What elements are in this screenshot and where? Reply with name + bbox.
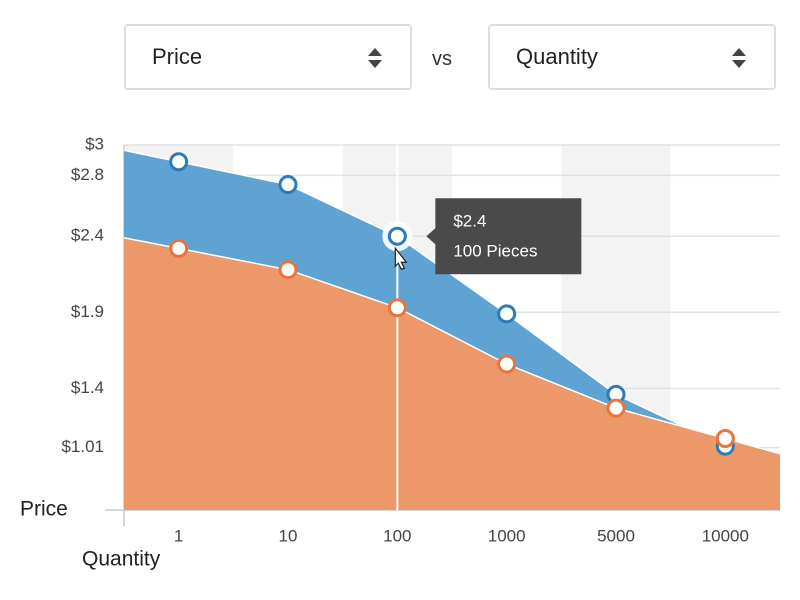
point bbox=[497, 354, 517, 374]
area bbox=[124, 237, 780, 511]
y-tick-label: $1.4 bbox=[71, 378, 104, 397]
column-stripe bbox=[561, 145, 671, 510]
point bbox=[387, 298, 407, 318]
point bbox=[606, 384, 626, 404]
y-tick-label: $3 bbox=[85, 134, 104, 153]
column-stripe bbox=[124, 145, 234, 510]
y-axis-label: Price bbox=[20, 498, 68, 521]
line bbox=[123, 149, 781, 473]
cursor bbox=[394, 246, 408, 270]
line bbox=[123, 237, 781, 455]
x-tick-label: 10 bbox=[279, 526, 298, 545]
point bbox=[606, 398, 626, 418]
tooltip-annotation: 100 Pieces bbox=[453, 242, 537, 261]
select-price[interactable]: Price bbox=[124, 24, 412, 90]
point bbox=[169, 238, 189, 258]
point bbox=[715, 436, 735, 456]
point bbox=[715, 429, 735, 449]
x-tick-label: 100 bbox=[383, 526, 411, 545]
x-tick-label: 1 bbox=[174, 526, 183, 545]
hover-halo bbox=[382, 221, 413, 252]
select-arrows bbox=[732, 48, 746, 68]
area bbox=[124, 150, 780, 510]
point bbox=[387, 226, 407, 246]
point bbox=[497, 304, 517, 324]
x-tick-label: 10000 bbox=[702, 526, 749, 545]
select-quantity[interactable]: Quantity bbox=[488, 24, 776, 90]
tooltip: $2.4 100 Pieces bbox=[426, 198, 582, 275]
y-tick-label: $2.8 bbox=[71, 165, 104, 184]
tooltip-value: $2.4 bbox=[453, 212, 486, 231]
y-tick-label: $1.01 bbox=[61, 437, 104, 456]
x-tick-label: 1000 bbox=[488, 526, 526, 545]
column-stripe bbox=[342, 145, 452, 510]
vs-label: vs bbox=[432, 48, 452, 70]
select-text: Quantity bbox=[516, 44, 598, 69]
y-tick-label: $2.4 bbox=[71, 226, 104, 245]
column-stripe bbox=[233, 145, 343, 510]
select-text: Price bbox=[152, 44, 203, 69]
point bbox=[278, 175, 298, 195]
y-tick-label: $1.9 bbox=[71, 302, 104, 321]
tooltip-box bbox=[426, 198, 582, 275]
column-stripe bbox=[670, 145, 780, 510]
column-stripe bbox=[452, 145, 562, 510]
point bbox=[169, 152, 189, 172]
x-tick-label: 5000 bbox=[597, 526, 635, 545]
point bbox=[278, 260, 298, 280]
select-arrows bbox=[368, 48, 382, 68]
x-axis-label: Quantity bbox=[82, 548, 161, 571]
